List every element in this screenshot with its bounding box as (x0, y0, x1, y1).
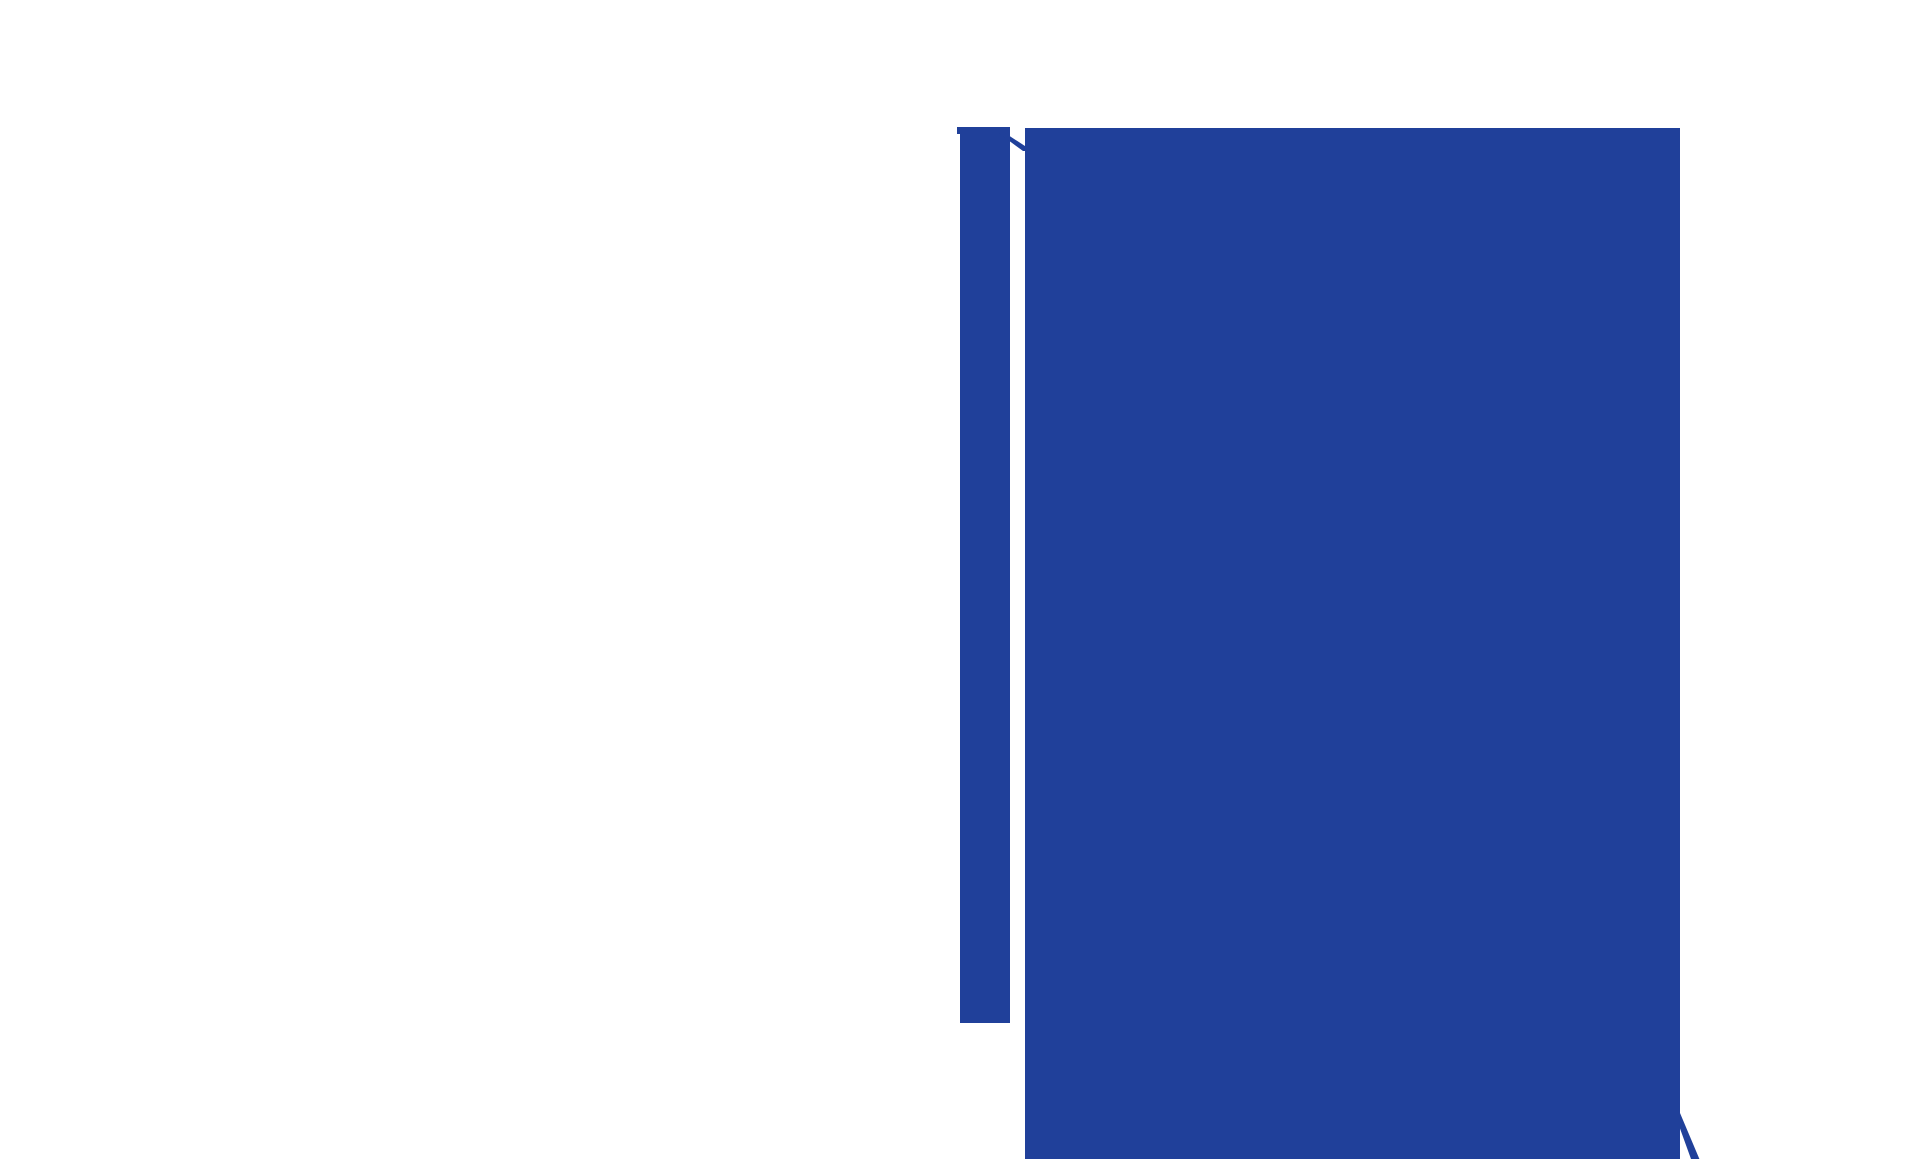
top-left-serif-stroke (957, 127, 1010, 134)
main-body-block-stroke (1025, 128, 1680, 1159)
glyph-ink-group (957, 127, 1700, 1159)
upper-diagonal-joint-stroke (998, 133, 1033, 151)
lower-right-diagonal-stroke (1674, 1113, 1700, 1159)
left-stem-stroke (960, 133, 1010, 1023)
